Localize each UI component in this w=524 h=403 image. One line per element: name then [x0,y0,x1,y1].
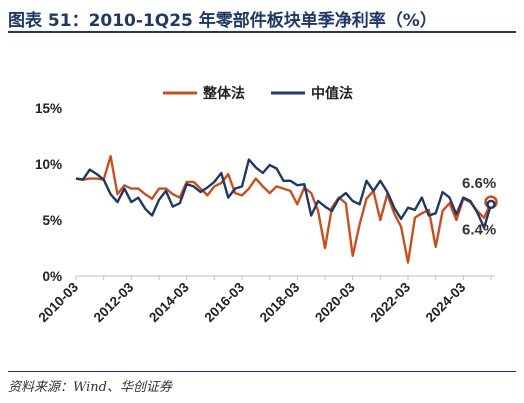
x-tick-label: 2018-03 [257,279,303,325]
end-marker-median [486,199,496,210]
legend-label-median: 中值法 [311,85,353,101]
annotations: 6.6% 6.4% [462,175,498,238]
x-tick-label: 2022-03 [367,279,413,325]
series-line-overall [75,155,493,264]
chart: 整体法 中值法 0% 5% 10% 15% 2010-03 2012-03 2014-03… [35,85,498,325]
legend-label-overall: 整体法 [202,85,245,101]
y-tick-label: 10% [35,157,62,172]
legend: 整体法 中值法 [163,85,353,101]
y-tick-label: 0% [42,269,62,284]
x-tick-label: 2020-03 [312,279,358,325]
annotation-overall-last: 6.6% [462,175,496,192]
x-tick-label: 2010-03 [35,279,81,325]
x-tick-label: 2024-03 [423,279,469,325]
series-line-median [75,158,493,229]
x-axis: 2010-03 2012-03 2014-03 2016-03 2018-03 2020-… [35,275,495,325]
x-tick-label: 2012-03 [91,279,137,325]
annotation-median-last: 6.4% [462,221,496,238]
footer-rule [8,371,516,372]
series-lines [75,155,493,264]
y-tick-label: 5% [42,213,62,228]
x-tick-label: 2014-03 [146,279,192,325]
title-rule [8,31,516,33]
y-tick-label: 15% [35,101,62,116]
x-tick-label: 2016-03 [201,279,247,325]
source-note: 资料来源：Wind、华创证券 [8,380,172,395]
y-axis: 0% 5% 10% 15% [35,101,62,284]
chart-title: 图表 51：2010-1Q25 年零部件板块单季净利率（%） [8,11,437,31]
